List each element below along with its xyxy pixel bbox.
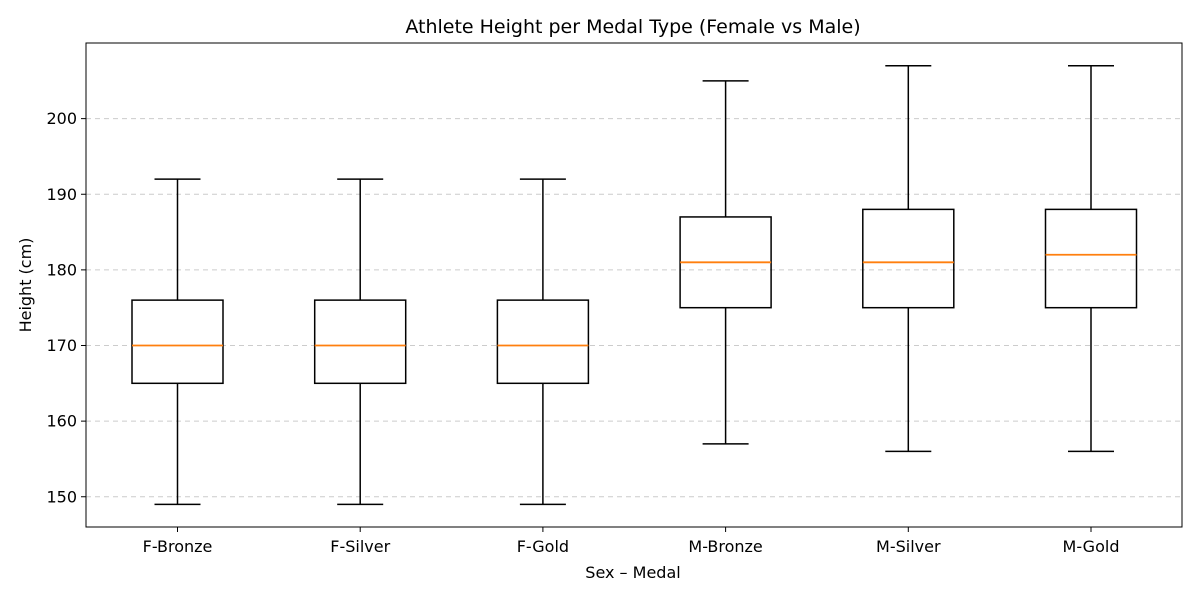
iqr-box xyxy=(1044,208,1138,309)
box-m-gold xyxy=(1044,64,1138,453)
y-tick-label: 170 xyxy=(46,336,77,355)
y-tick-label: 160 xyxy=(46,412,77,431)
y-axis-title: Height (cm) xyxy=(16,238,35,333)
box-f-gold xyxy=(496,178,590,506)
x-tick-label: F-Gold xyxy=(517,537,569,556)
plot-area-frame xyxy=(85,42,1183,528)
y-tick-label: 180 xyxy=(46,260,77,279)
y-tick-label: 150 xyxy=(46,487,77,506)
x-axis-title: Sex – Medal xyxy=(585,563,680,582)
x-axis: F-Bronze F-Silver F-Gold M-Bronze M-Silver M-… xyxy=(143,527,1120,556)
x-tick-label: F-Bronze xyxy=(143,537,213,556)
grid-lines xyxy=(86,118,1182,498)
iqr-box xyxy=(496,299,590,385)
y-axis: 150 160 170 180 190 200 xyxy=(46,109,86,506)
boxes xyxy=(131,64,1138,506)
iqr-box xyxy=(313,299,407,385)
y-tick-label: 190 xyxy=(46,185,77,204)
x-tick-label: M-Gold xyxy=(1063,537,1120,556)
x-tick-label: M-Silver xyxy=(876,537,941,556)
x-tick-label: F-Silver xyxy=(330,537,390,556)
box-m-silver xyxy=(862,64,955,453)
y-tick-label: 200 xyxy=(46,109,77,128)
iqr-box xyxy=(131,299,224,385)
chart-title: Athlete Height per Medal Type (Female vs… xyxy=(405,16,860,38)
x-tick-label: M-Bronze xyxy=(688,537,762,556)
box-m-bronze xyxy=(679,80,772,445)
box-f-silver xyxy=(313,178,407,506)
box-f-bronze xyxy=(131,178,224,506)
iqr-box xyxy=(862,208,955,309)
